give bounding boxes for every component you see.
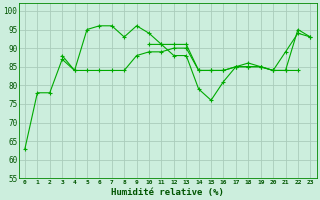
X-axis label: Humidité relative (%): Humidité relative (%) — [111, 188, 224, 197]
